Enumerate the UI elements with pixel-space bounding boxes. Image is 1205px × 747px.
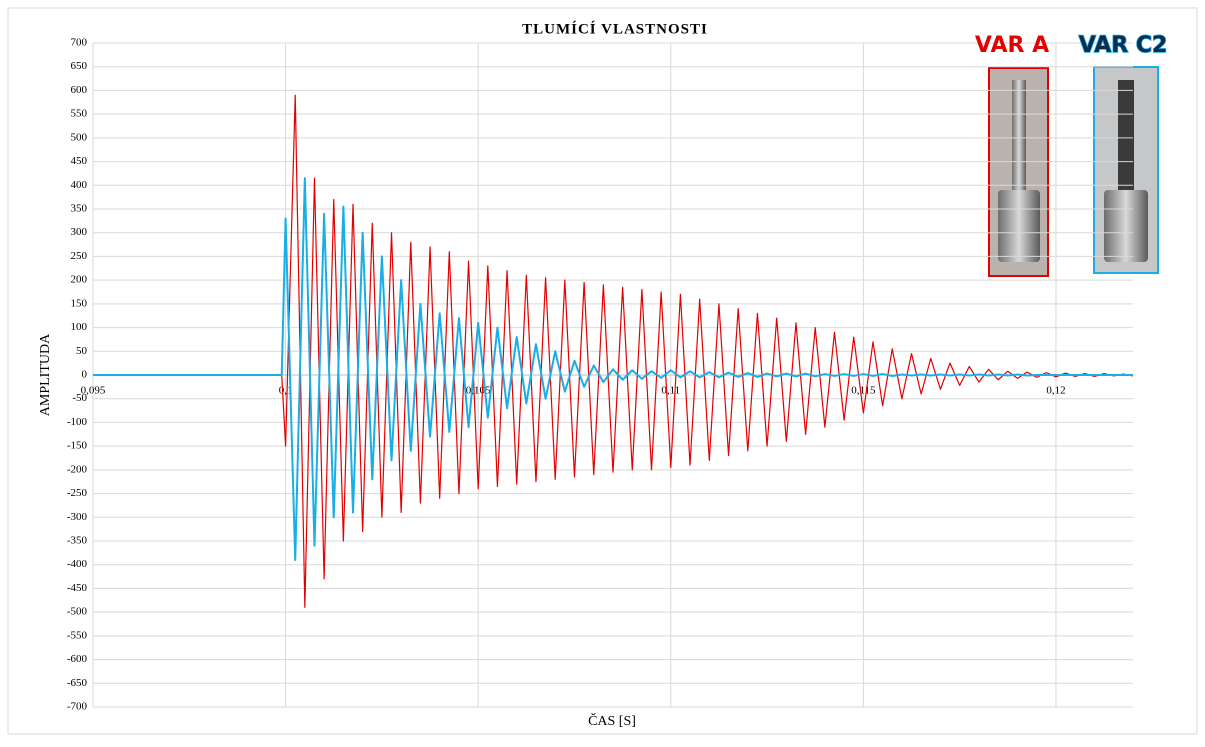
y-tick-label: 50 xyxy=(76,345,88,357)
y-tick-label: -250 xyxy=(67,487,88,499)
photo-var-a xyxy=(988,67,1049,277)
y-tick-label: 0 xyxy=(82,369,88,381)
y-tick-label: 450 xyxy=(71,155,88,167)
x-tick-label: 0,105 xyxy=(466,385,491,397)
x-tick-label: 0,095 xyxy=(81,385,106,397)
y-tick-label: -450 xyxy=(67,582,88,594)
x-tick-label: 0,11 xyxy=(661,385,680,397)
x-axis-label: ČAS [S] xyxy=(588,712,636,729)
y-tick-label: 250 xyxy=(71,250,88,262)
y-tick-label: -50 xyxy=(72,392,87,404)
y-tick-label: -200 xyxy=(67,463,88,475)
x-tick-label: 0,12 xyxy=(1046,385,1065,397)
y-tick-label: 650 xyxy=(71,60,88,72)
y-tick-label: 550 xyxy=(71,108,88,120)
data-line xyxy=(93,177,1133,561)
x-tick-label: 0,115 xyxy=(851,385,876,397)
chart-title: TLUMÍCÍ VLASTNOSTI xyxy=(522,20,708,37)
y-tick-label: 700 xyxy=(71,37,88,49)
y-tick-label: -650 xyxy=(67,677,88,689)
y-tick-label: -400 xyxy=(67,558,88,570)
y-tick-label: 350 xyxy=(71,203,88,215)
y-tick-label: -600 xyxy=(67,653,88,665)
y-tick-label: 100 xyxy=(71,321,88,333)
y-axis-label: AMPLITUDA xyxy=(38,333,53,416)
y-tick-label: -350 xyxy=(67,535,88,547)
y-tick-label: -550 xyxy=(67,629,88,641)
y-tick-label: 600 xyxy=(71,84,88,96)
y-tick-label: 200 xyxy=(71,274,88,286)
y-tick-label: 400 xyxy=(71,179,88,191)
legend-label: VAR C2 xyxy=(1079,33,1168,58)
y-tick-label: 300 xyxy=(71,226,88,238)
y-tick-label: 150 xyxy=(71,297,88,309)
y-tick-label: -300 xyxy=(67,511,88,523)
legend-label: VAR A xyxy=(975,33,1049,58)
y-tick-label: -100 xyxy=(67,416,88,428)
y-tick-label: -700 xyxy=(67,701,88,713)
y-tick-label: 500 xyxy=(71,131,88,143)
data-line xyxy=(93,94,1134,609)
y-tick-label: -500 xyxy=(67,606,88,618)
photo-var-c2 xyxy=(1093,66,1159,274)
y-tick-label: -150 xyxy=(67,440,88,452)
